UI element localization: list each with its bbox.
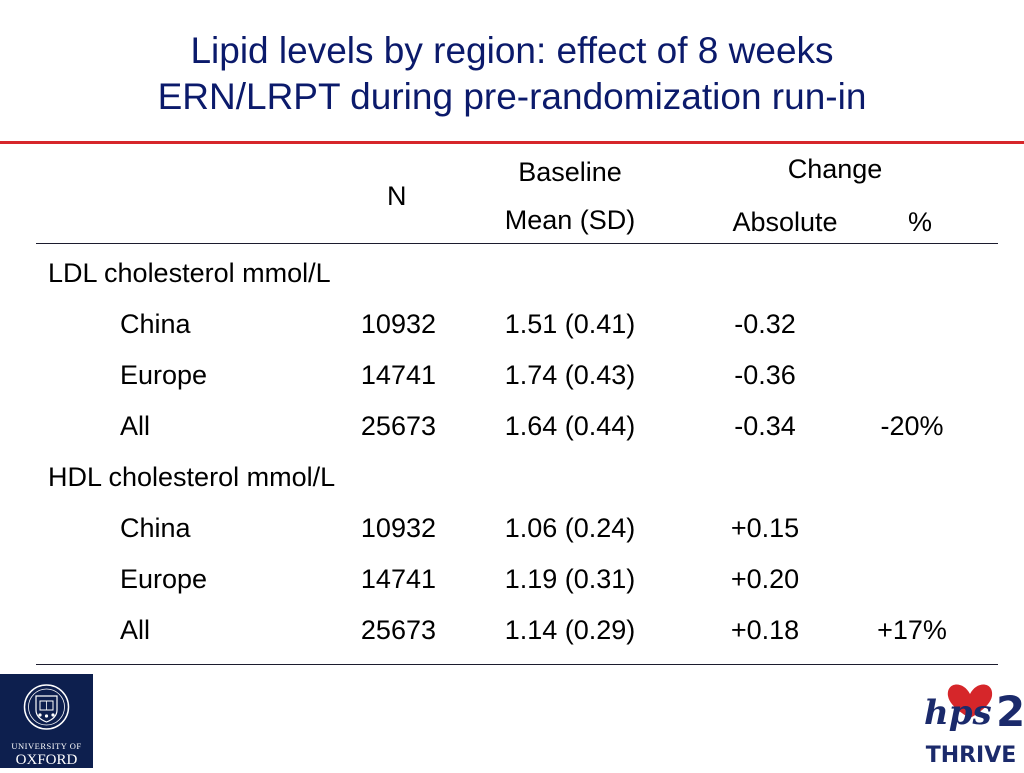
percent-cell: +17% — [877, 615, 947, 645]
header-mean-sd: Mean (SD) — [504, 205, 636, 235]
baseline-cell: 1.19 (0.31) — [504, 564, 636, 594]
section-label: HDL cholesterol mmol/L — [48, 462, 336, 492]
section-label: LDL cholesterol mmol/L — [48, 258, 331, 288]
region-cell: China — [120, 513, 191, 543]
title-line-1: Lipid levels by region: effect of 8 week… — [190, 30, 834, 71]
hps2-thrive-logo: hps 2 THRIVE — [918, 672, 1024, 768]
title-divider — [0, 141, 1024, 144]
baseline-cell: 1.64 (0.44) — [504, 411, 636, 441]
header-absolute: Absolute — [732, 207, 838, 237]
header-n: N — [387, 181, 407, 211]
absolute-cell: -0.32 — [734, 309, 796, 339]
region-cell: Europe — [120, 360, 208, 390]
header-baseline: Baseline — [518, 157, 622, 187]
n-cell: 14741 — [360, 360, 436, 390]
n-cell: 14741 — [360, 564, 436, 594]
n-cell: 10932 — [360, 513, 436, 543]
region-cell: All — [120, 615, 151, 645]
region-cell: All — [120, 411, 151, 441]
baseline-cell: 1.14 (0.29) — [504, 615, 636, 645]
table-bottom-rule — [36, 664, 998, 665]
header-change: Change — [787, 154, 883, 184]
title-line-2: ERN/LRPT during pre-randomization run-in — [157, 76, 867, 117]
hps-text: hps — [924, 693, 992, 733]
oxford-line-2: OXFORD — [16, 752, 78, 768]
percent-cell: -20% — [880, 411, 944, 441]
oxford-crest-icon: UNIVERSITY OF OXFORD — [0, 674, 93, 768]
absolute-cell: -0.36 — [734, 360, 796, 390]
absolute-cell: +0.18 — [730, 615, 800, 645]
hps-number: 2 — [996, 687, 1024, 736]
oxford-line-1: UNIVERSITY OF — [11, 741, 81, 751]
region-cell: China — [120, 309, 191, 339]
n-cell: 25673 — [360, 615, 436, 645]
absolute-cell: +0.20 — [730, 564, 800, 594]
region-cell: Europe — [120, 564, 208, 594]
absolute-cell: -0.34 — [734, 411, 796, 441]
n-cell: 10932 — [360, 309, 436, 339]
header-percent: % — [907, 207, 932, 237]
header-rule — [36, 243, 998, 244]
oxford-logo: UNIVERSITY OF OXFORD — [0, 674, 93, 768]
baseline-cell: 1.51 (0.41) — [504, 309, 636, 339]
absolute-cell: +0.15 — [730, 513, 800, 543]
heart-icon — [947, 684, 993, 718]
baseline-cell: 1.74 (0.43) — [504, 360, 636, 390]
hps2-thrive-mark: hps 2 THRIVE — [924, 684, 1024, 768]
thrive-text: THRIVE — [926, 743, 1017, 768]
n-cell: 25673 — [360, 411, 436, 441]
slide-title: Lipid levels by region: effect of 8 week… — [0, 28, 1024, 120]
baseline-cell: 1.06 (0.24) — [504, 513, 636, 543]
